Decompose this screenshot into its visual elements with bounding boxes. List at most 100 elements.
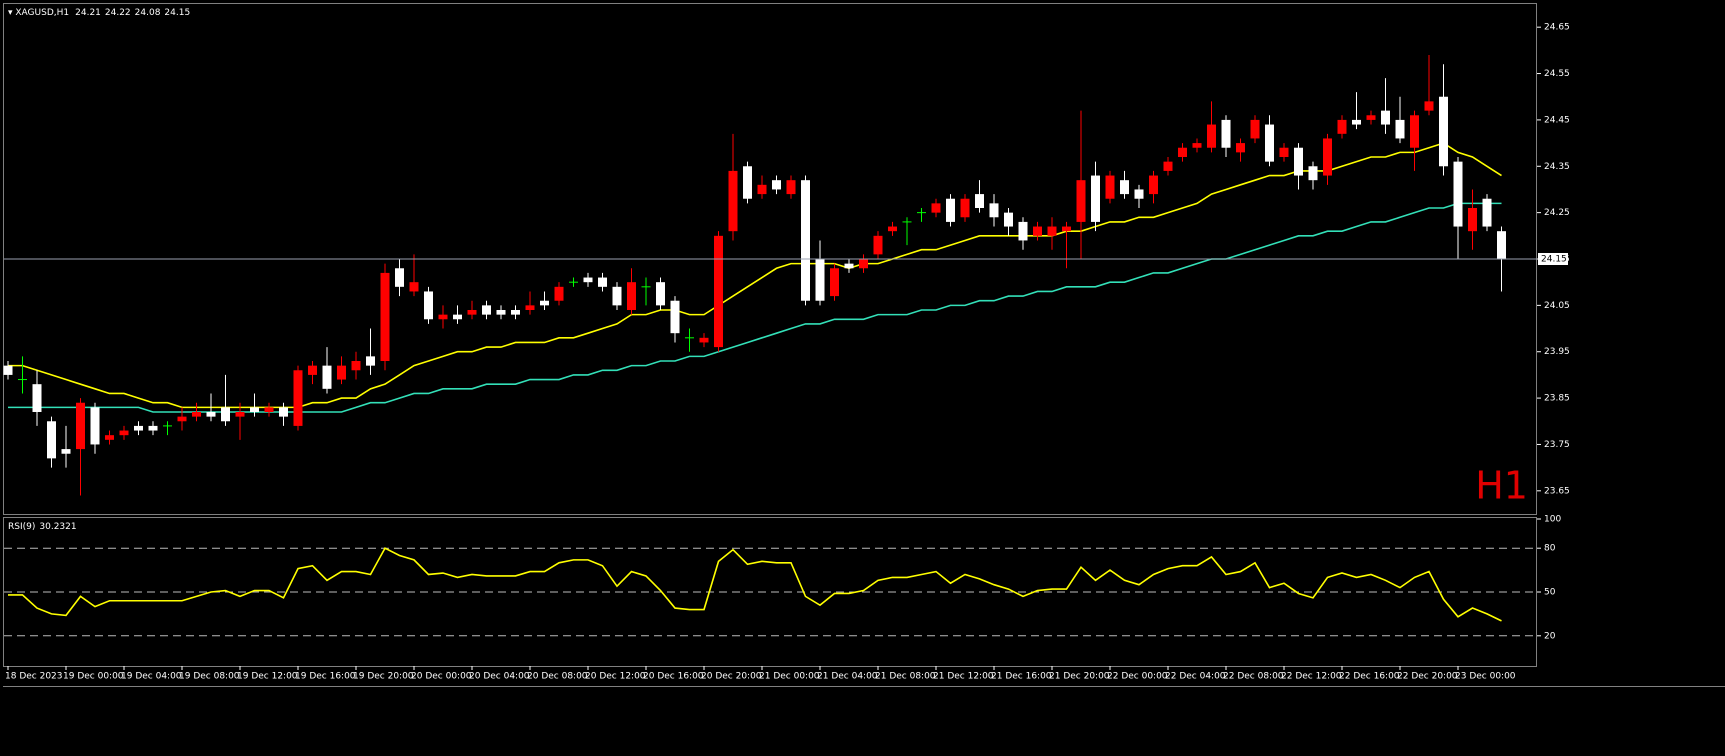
y-tick-label: 23.95 (1544, 347, 1570, 357)
candle-body (1439, 96, 1448, 167)
candle-body (61, 449, 71, 454)
candle-body (1453, 161, 1463, 227)
candle-body (1337, 119, 1347, 134)
candle-body (1410, 115, 1419, 148)
candle-body (946, 198, 955, 222)
x-tick-label: 22 Dec 00:00 (1107, 672, 1168, 682)
x-tick-label: 22 Dec 08:00 (1223, 672, 1284, 682)
header-open: 24.21 (75, 8, 101, 18)
x-tick-label: 21 Dec 20:00 (1049, 672, 1110, 682)
candle-body (1178, 147, 1187, 157)
candle-body (221, 407, 230, 422)
candle-body (3, 365, 13, 375)
candle-body (975, 194, 984, 208)
candle-body (1424, 101, 1434, 111)
candle-body (482, 305, 491, 315)
candle-body (1091, 175, 1100, 222)
candle-body (844, 263, 854, 269)
y-tick-label: 24.05 (1544, 301, 1570, 311)
candle-body (90, 407, 100, 445)
y-tick-label: 24.65 (1544, 23, 1570, 33)
x-tick-label: 21 Dec 08:00 (875, 672, 936, 682)
candle-body (1497, 231, 1506, 259)
candle-body (714, 235, 723, 348)
candle-body (830, 268, 839, 297)
header-low: 24.08 (135, 8, 161, 18)
candle-body (438, 314, 448, 320)
x-tick-label: 21 Dec 12:00 (933, 672, 994, 682)
candle-body (250, 407, 259, 412)
candle-body (105, 435, 114, 440)
candle-body (670, 300, 680, 334)
y-tick-label: 24.35 (1544, 162, 1570, 172)
candle-body (1308, 166, 1318, 181)
candle-body (1192, 143, 1202, 148)
x-tick-label: 20 Dec 04:00 (469, 672, 530, 682)
x-tick-label: 20 Dec 20:00 (701, 672, 762, 682)
candle-body (554, 286, 564, 301)
candle-body (264, 407, 274, 412)
y-tick-label: 24.25 (1544, 208, 1570, 218)
candle-body (76, 402, 85, 450)
candle-body (873, 235, 883, 255)
candle-body (206, 412, 216, 417)
candle-body (1482, 198, 1492, 227)
candle-body (1250, 119, 1260, 139)
candle-body (960, 198, 970, 218)
candle-body (786, 180, 796, 195)
candle-body (540, 300, 549, 306)
candle-body (1323, 138, 1332, 176)
x-tick-label: 20 Dec 08:00 (527, 672, 588, 682)
rsi-panel-frame (3, 517, 1537, 667)
candle-body (1265, 124, 1274, 162)
candle-body (511, 310, 520, 315)
rsi-header: RSI(9) 30.2321 (8, 522, 77, 532)
candle-body (1294, 147, 1303, 176)
y-tick-label: 50 (1544, 588, 1556, 598)
collapse-arrow: ▾ (8, 8, 15, 18)
candle-body (743, 166, 752, 199)
x-tick-label: 18 Dec 2023 (5, 672, 63, 682)
x-tick-label: 21 Dec 00:00 (759, 672, 820, 682)
timeframe-watermark: H1 (1475, 464, 1528, 508)
candle-body (409, 282, 419, 292)
candle-body (134, 425, 143, 431)
candle-body (525, 305, 535, 310)
y-tick-label: 23.85 (1544, 394, 1570, 404)
candle-body (47, 421, 56, 459)
bid-label-box (1538, 253, 1568, 265)
candle-body (337, 365, 346, 380)
candle-body (598, 277, 607, 287)
candle-body (424, 291, 433, 320)
candle-body (453, 314, 462, 320)
candle-body (148, 425, 158, 431)
y-tick-label: 20 (1544, 631, 1556, 641)
x-tick-label: 22 Dec 04:00 (1165, 672, 1226, 682)
x-tick-label: 21 Dec 04:00 (817, 672, 878, 682)
candle-body (1366, 115, 1376, 120)
y-tick-label: 80 (1544, 544, 1556, 554)
rsi-current: 30.2321 (39, 522, 76, 532)
candle-body (1468, 208, 1477, 232)
x-tick-label: 19 Dec 20:00 (353, 672, 414, 682)
rsi-line (8, 547, 1502, 622)
candle-body (612, 286, 622, 306)
candle-body (1105, 175, 1115, 199)
x-tick-label: 19 Dec 04:00 (121, 672, 182, 682)
y-tick-label: 24.55 (1544, 69, 1570, 79)
candle-body (1134, 189, 1144, 199)
y-tick-label: 100 (1544, 515, 1561, 525)
candle-body (1163, 161, 1173, 171)
candle-body (119, 430, 129, 436)
x-tick-label: 20 Dec 00:00 (411, 672, 472, 682)
candle-body (1047, 226, 1057, 236)
candle-body (467, 310, 477, 315)
candle-body (1062, 226, 1071, 232)
candle-body (380, 272, 390, 361)
candle-body (583, 277, 593, 283)
candle-body (656, 282, 665, 306)
x-tick-label: 19 Dec 08:00 (179, 672, 240, 682)
y-tick-label: 23.65 (1544, 486, 1570, 496)
